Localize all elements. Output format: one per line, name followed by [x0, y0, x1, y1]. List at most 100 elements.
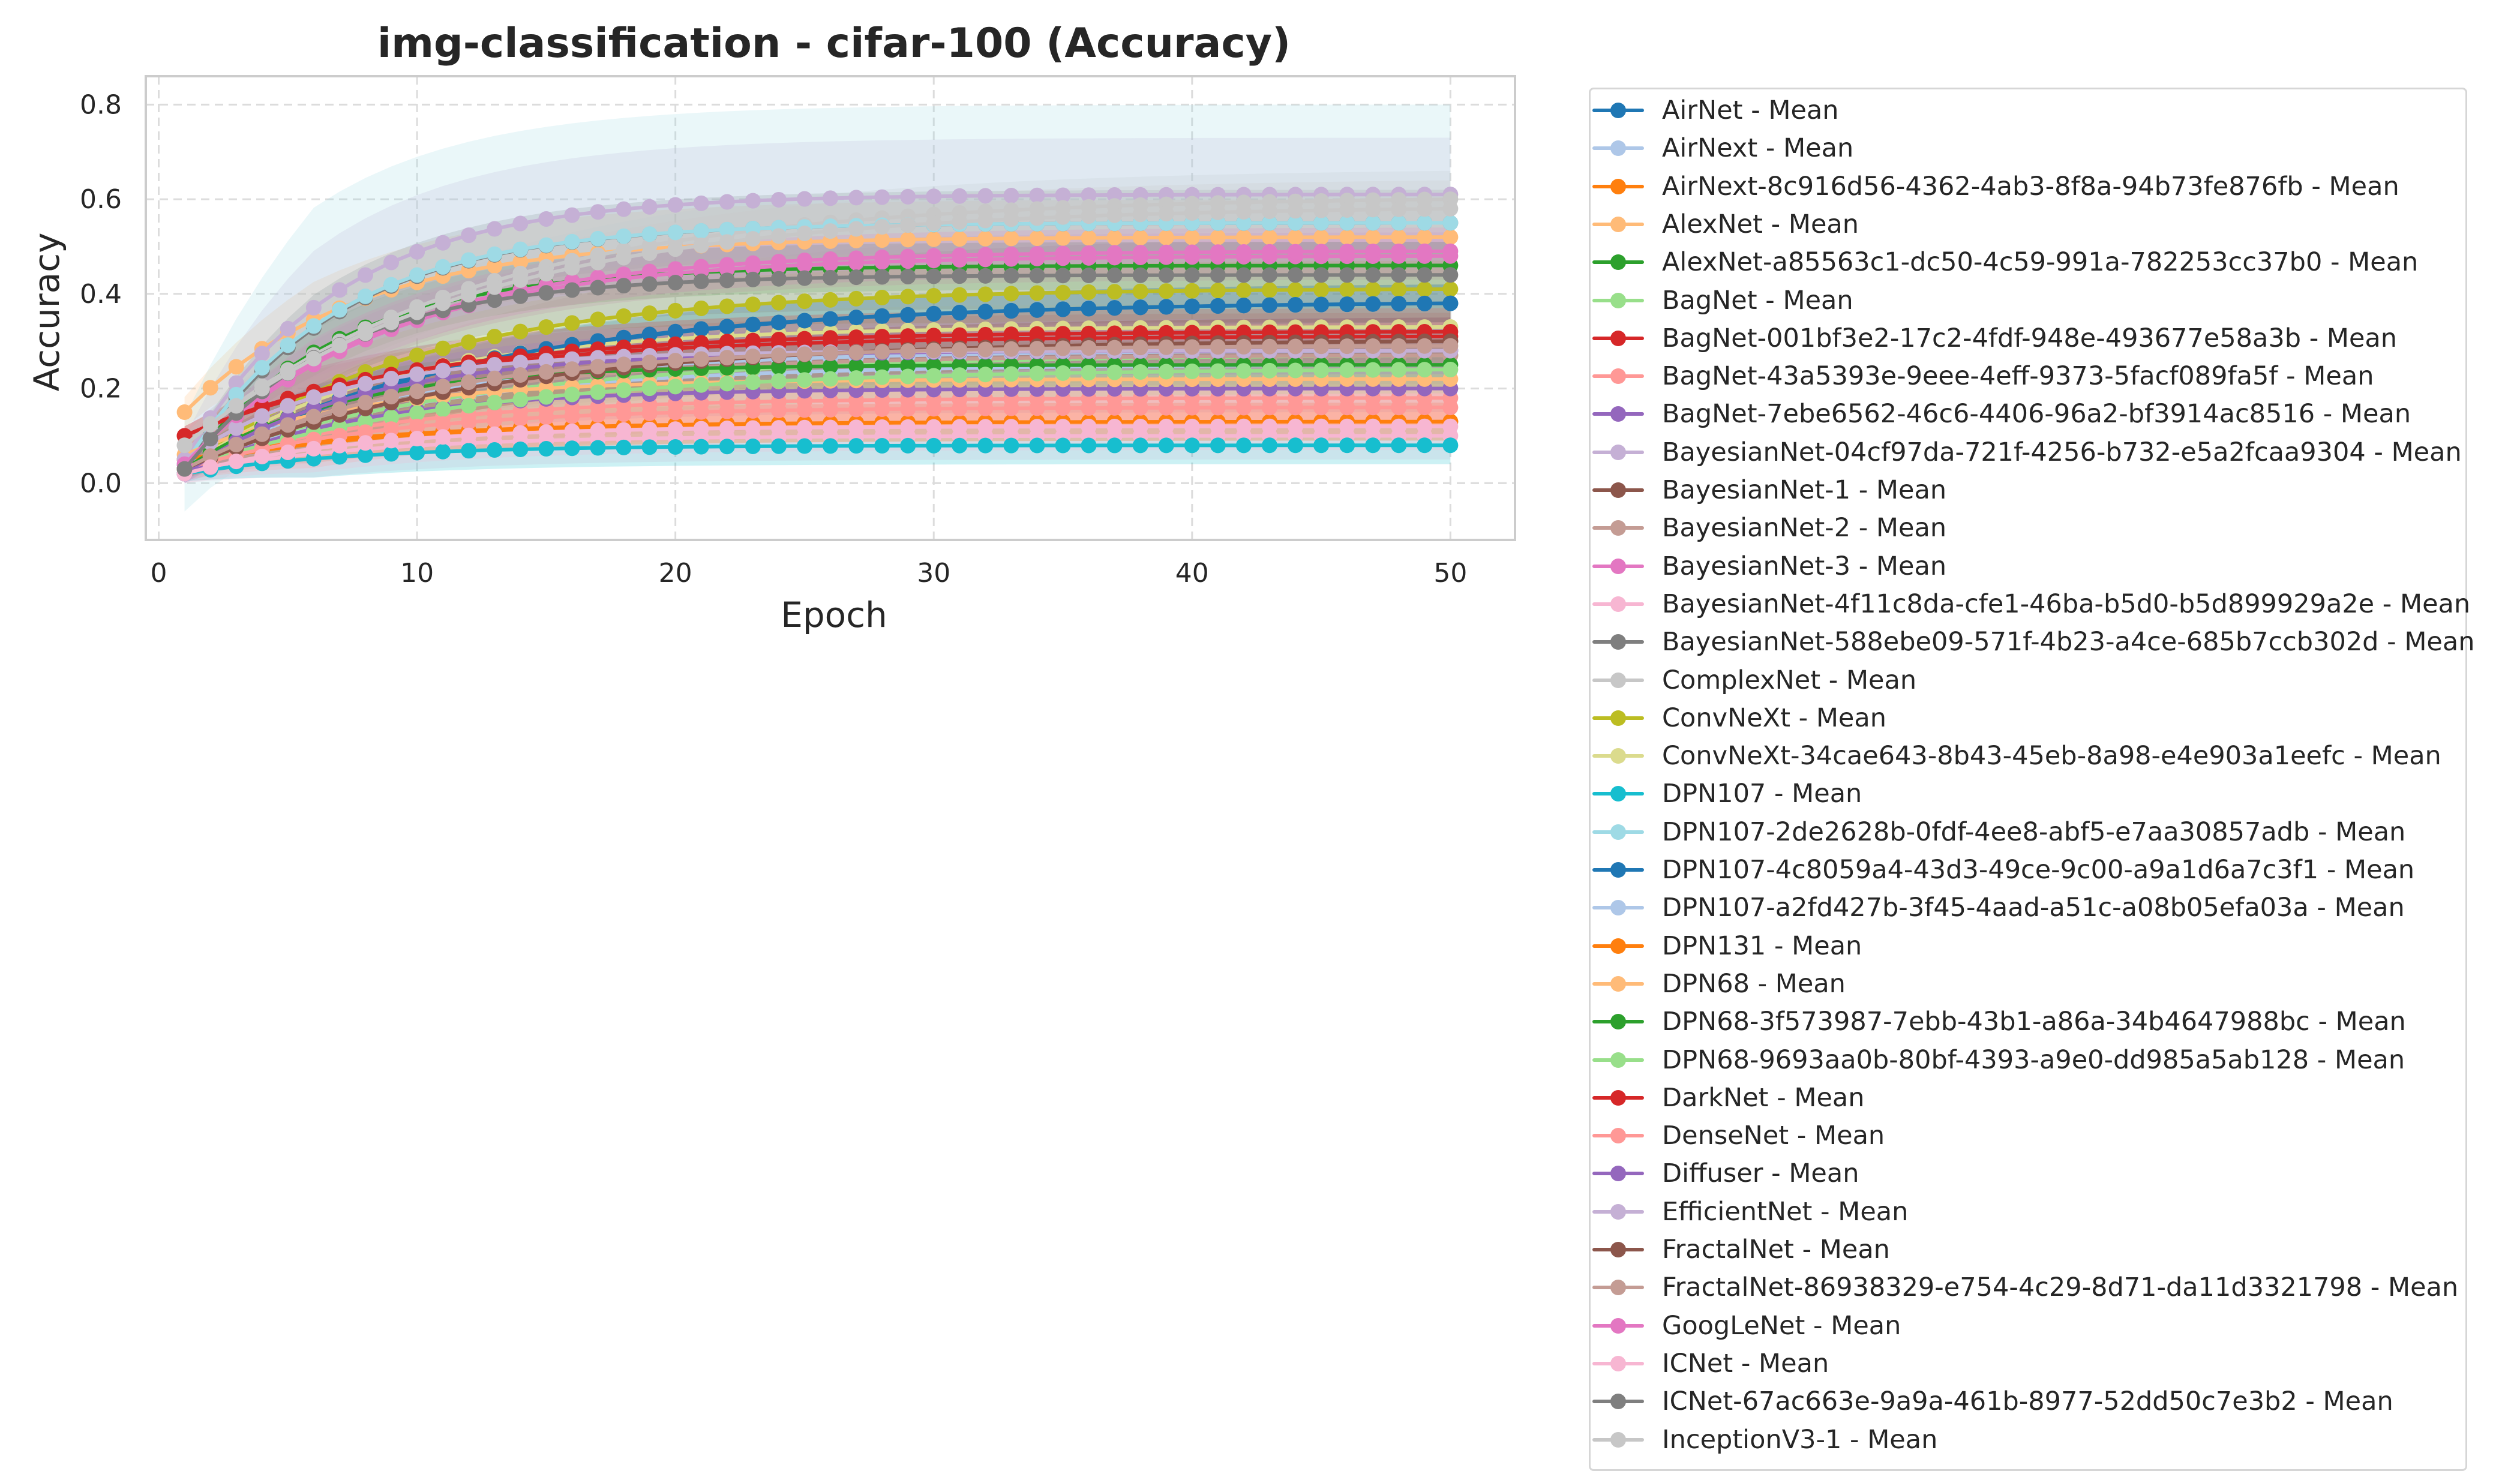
series-point	[796, 402, 812, 418]
series-point	[280, 365, 296, 381]
legend-swatch-icon	[1589, 1308, 1649, 1344]
series-point	[693, 377, 709, 393]
series-point	[1442, 200, 1459, 217]
series-point	[1210, 204, 1226, 220]
series-point	[770, 420, 787, 436]
series-point	[952, 188, 968, 204]
series-point	[1391, 296, 1407, 312]
legend-swatch-icon	[1589, 1155, 1649, 1191]
series-point	[745, 438, 761, 454]
series-point	[874, 290, 890, 306]
legend-swatch-icon	[1589, 1080, 1649, 1116]
series-point	[823, 292, 838, 308]
series-point	[1313, 244, 1330, 260]
series-point	[202, 416, 218, 433]
series-point	[1003, 230, 1019, 247]
series-point	[641, 326, 658, 343]
legend-swatch-icon	[1589, 928, 1649, 964]
legend-entry: AirNext - Mean	[1589, 130, 1853, 166]
legend-swatch-icon	[1589, 206, 1649, 242]
series-point	[305, 299, 322, 316]
legend-label: DPN68-9693aa0b-80bf-4393-a9e0-dd985a5ab1…	[1662, 1044, 2405, 1075]
legend-label: DPN107-2de2628b-0fdf-4ee8-abf5-e7aa30857…	[1662, 816, 2406, 847]
y-tick-label: 0.6	[80, 184, 122, 215]
series-point	[409, 347, 425, 364]
series-point	[926, 305, 942, 322]
series-point	[667, 197, 683, 213]
series-point	[228, 386, 244, 403]
series-point	[667, 404, 683, 421]
series-point	[1442, 362, 1459, 378]
series-point	[1003, 188, 1019, 204]
series-point	[1055, 419, 1071, 435]
series-point	[202, 459, 218, 475]
series-point	[1184, 418, 1200, 434]
series-point	[435, 379, 451, 395]
series-point	[331, 437, 347, 454]
series-point	[926, 328, 942, 344]
series-point	[796, 252, 812, 268]
series-point	[1106, 400, 1123, 416]
series-point	[1158, 400, 1174, 416]
series-point	[1313, 296, 1330, 313]
series-point	[331, 382, 347, 398]
series-point	[590, 230, 606, 247]
series-point	[823, 358, 838, 374]
series-point	[564, 386, 580, 403]
series-point	[1417, 281, 1433, 298]
series-point	[435, 235, 451, 251]
series-point	[1261, 362, 1277, 379]
x-tick-label: 40	[1175, 558, 1209, 589]
series-point	[1184, 437, 1200, 454]
series-point	[796, 270, 812, 286]
series-point	[926, 215, 942, 232]
series-point	[564, 207, 580, 223]
series-point	[1029, 187, 1045, 203]
series-point	[1442, 267, 1459, 283]
series-point	[1003, 326, 1019, 343]
series-point	[1261, 215, 1277, 231]
legend-swatch-icon	[1589, 169, 1649, 205]
series-point	[693, 351, 709, 367]
series-point	[564, 423, 580, 439]
series-point	[1365, 437, 1381, 454]
series-point	[1339, 296, 1355, 313]
series-point	[693, 237, 709, 253]
series-point	[538, 266, 554, 282]
series-point	[1158, 325, 1174, 341]
series-point	[1365, 244, 1381, 260]
series-point	[1132, 267, 1148, 283]
series-point	[1235, 338, 1252, 355]
legend-label: GoogLeNet - Mean	[1662, 1310, 1901, 1341]
legend-label: BagNet-001bf3e2-17c2-4fdf-948e-493677e58…	[1662, 323, 2398, 353]
legend-entry: ConvNeXt - Mean	[1589, 700, 1886, 736]
series-point	[641, 421, 658, 437]
series-point	[1391, 437, 1407, 454]
series-point	[1132, 206, 1148, 223]
series-point	[848, 401, 865, 418]
series-point	[745, 403, 761, 419]
series-point	[331, 302, 347, 318]
series-point	[1003, 286, 1019, 302]
series-point	[331, 401, 347, 418]
series-point	[1235, 418, 1252, 434]
series-point	[667, 379, 683, 395]
series-point	[874, 438, 890, 454]
series-point	[1055, 187, 1071, 203]
series-point	[305, 409, 322, 425]
series-point	[1339, 267, 1355, 283]
series-point	[1210, 418, 1226, 434]
series-point	[1003, 268, 1019, 284]
series-point	[280, 444, 296, 460]
series-point	[1106, 284, 1123, 300]
series-point	[641, 405, 658, 421]
series-point	[383, 389, 400, 405]
legend-entry: BayesianNet-2 - Mean	[1589, 510, 1946, 546]
series-point	[1029, 246, 1045, 262]
series-point	[1081, 437, 1097, 454]
series-point	[874, 232, 890, 248]
legend-label: BayesianNet-588ebe09-571f-4b23-a4ce-685b…	[1662, 627, 2475, 658]
legend-swatch-icon	[1589, 1346, 1649, 1382]
legend-entry: FractalNet-86938329-e754-4c29-8d71-da11d…	[1589, 1269, 2458, 1305]
series-point	[1235, 282, 1252, 298]
